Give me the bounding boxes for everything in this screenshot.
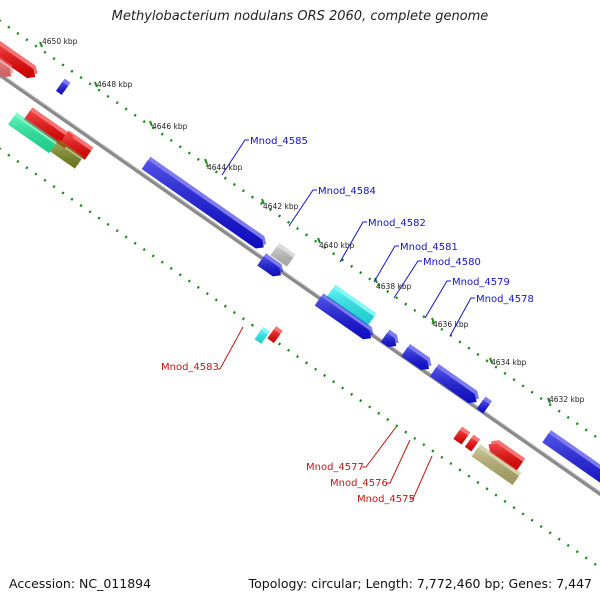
kbp-tick-mark	[547, 397, 551, 404]
kbp-tick-label: 4632 kbp	[549, 395, 585, 404]
kbp-tick-label: 4642 kbp	[263, 202, 299, 211]
kbp-tick-mark	[431, 317, 435, 324]
kbp-tick-label: 4646 kbp	[152, 122, 188, 131]
kbp-tick-mark	[317, 237, 321, 244]
gene-block[interactable]	[0, 40, 38, 79]
gene-block[interactable]	[488, 440, 526, 471]
gene-block[interactable]	[326, 284, 377, 326]
gene-block[interactable]	[50, 139, 84, 169]
gene-label-mnod-4578[interactable]: Mnod_4578	[476, 294, 534, 305]
gene-block[interactable]	[464, 434, 481, 452]
gene-block[interactable]	[55, 78, 71, 95]
gene-block[interactable]	[542, 430, 600, 500]
gene-label-mnod-4580[interactable]: Mnod_4580	[423, 257, 481, 268]
gene-features	[0, 40, 600, 500]
gene-label-mnod-4582[interactable]: Mnod_4582	[368, 218, 426, 229]
gene-block[interactable]	[0, 51, 14, 78]
minus-leader-lines	[218, 326, 433, 500]
gene-block[interactable]	[23, 107, 74, 149]
kbp-tick-mark	[204, 158, 208, 165]
leader-line	[221, 139, 249, 176]
kbp-tick-label: 4648 kbp	[97, 80, 133, 89]
gene-block[interactable]	[314, 293, 374, 340]
genome-summary-text: Topology: circular; Length: 7,772,460 bp…	[248, 576, 592, 591]
leader-line	[410, 455, 433, 500]
kbp-ticks: 4650 kbp 4648 kbp 4646 kbp 4644 kbp 4642…	[42, 37, 585, 404]
gene-block[interactable]	[471, 444, 522, 486]
leader-line	[424, 280, 451, 319]
gene-block[interactable]	[270, 242, 296, 267]
kbp-tick-label: 4644 kbp	[207, 163, 243, 172]
plus-leader-lines	[221, 139, 475, 337]
gene-block[interactable]	[430, 363, 480, 404]
gene-label-mnod-4581[interactable]: Mnod_4581	[400, 242, 458, 253]
dotted-tracks	[0, 19, 600, 570]
leader-line	[449, 297, 475, 337]
leader-line	[339, 221, 367, 263]
kbp-tick-label: 4640 kbp	[319, 241, 355, 250]
leader-line	[393, 260, 422, 299]
leader-line	[288, 189, 317, 227]
gene-label-mnod-4584[interactable]: Mnod_4584	[318, 186, 376, 197]
gene-block[interactable]	[476, 396, 493, 414]
gene-block[interactable]	[141, 156, 267, 249]
gene-label-mnod-4575[interactable]: Mnod_4575	[357, 494, 415, 505]
gene-label-mnod-4579[interactable]: Mnod_4579	[452, 277, 510, 288]
kbp-tick-mark	[149, 120, 153, 127]
leader-line	[362, 426, 397, 468]
gene-block[interactable]	[401, 343, 432, 370]
genome-backbone	[0, 72, 600, 497]
gene-label-mnod-4583[interactable]: Mnod_4583	[161, 362, 219, 373]
gene-block[interactable]	[453, 426, 471, 445]
gene-block[interactable]	[267, 326, 283, 343]
gene-block[interactable]	[254, 326, 270, 344]
gene-block[interactable]	[257, 253, 284, 277]
gene-label-mnod-4576[interactable]: Mnod_4576	[330, 478, 388, 489]
accession-text: Accession: NC_011894	[9, 576, 152, 591]
map-title: Methylobacterium nodulans ORS 2060, comp…	[111, 9, 489, 24]
kbp-tick-mark	[489, 357, 493, 364]
kbp-tick-label: 4638 kbp	[376, 282, 412, 291]
kbp-tick-mark	[261, 198, 265, 205]
leader-line	[373, 245, 399, 283]
kbp-tick-mark	[94, 81, 98, 88]
gene-label-mnod-4577[interactable]: Mnod_4577	[306, 462, 364, 473]
gene-block[interactable]	[380, 329, 399, 348]
dotted-track-line	[0, 19, 600, 442]
gene-block[interactable]	[8, 112, 58, 154]
leader-line	[386, 439, 411, 484]
gene-block[interactable]	[60, 130, 94, 160]
plus-gene-labels: Mnod_4585 Mnod_4584 Mnod_4582 Mnod_4581 …	[250, 136, 534, 305]
gene-label-mnod-4585[interactable]: Mnod_4585	[250, 136, 308, 147]
kbp-tick-label: 4634 kbp	[491, 358, 527, 367]
kbp-tick-label: 4636 kbp	[433, 320, 469, 329]
genome-backbone-highlight	[0, 72, 600, 493]
kbp-tick-label: 4650 kbp	[42, 37, 78, 46]
minus-gene-labels: Mnod_4583 Mnod_4577 Mnod_4576 Mnod_4575	[161, 362, 415, 505]
kbp-tick-mark	[39, 41, 43, 48]
leader-line	[218, 326, 244, 370]
